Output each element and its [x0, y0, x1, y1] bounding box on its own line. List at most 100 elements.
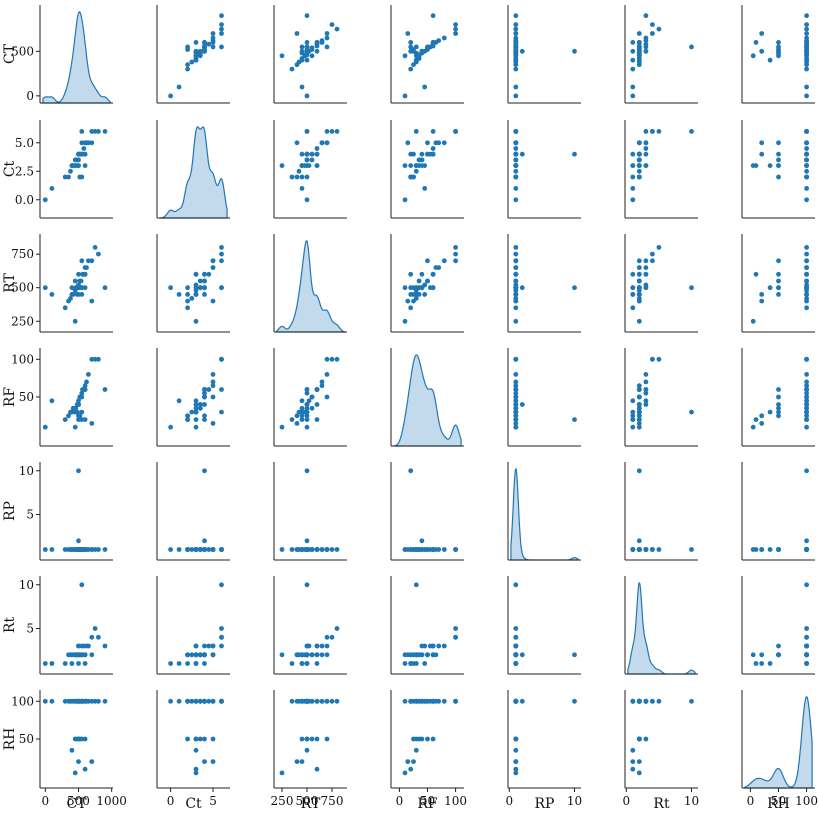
point-CT-RH-29: [776, 53, 781, 59]
point-RT-RH-21: [804, 258, 809, 264]
point-RH-CT-32: [69, 747, 75, 753]
point-RT-RF-1: [422, 292, 428, 297]
panel-RF-vs-Ct: [156, 348, 230, 447]
point-RF-Ct-33: [202, 413, 207, 419]
point-Ct-RF-19: [436, 140, 442, 146]
point-RT-RF-4: [413, 296, 419, 301]
point-CT-RT-30: [304, 40, 310, 45]
point-Ct-Rt-23: [650, 129, 655, 134]
point-RP-RF-31: [425, 547, 430, 552]
point-RH-RP-37: [519, 698, 525, 704]
point-CT-Rt-16: [643, 41, 649, 47]
point-Ct-RF-36: [402, 163, 408, 169]
point-RT-CT-28: [76, 271, 81, 277]
point-RH-RT-29: [309, 736, 315, 742]
xlabel-CT: CT: [66, 796, 87, 812]
point-Rt-CT-24: [102, 643, 108, 649]
point-CT-RF-39: [413, 44, 419, 50]
point-RH-Ct-28: [193, 736, 199, 742]
point-RF-Ct-20: [210, 372, 216, 377]
point-RF-Rt-33: [630, 413, 636, 419]
point-Rt-RT-35: [294, 652, 300, 658]
point-CT-RT-24: [304, 13, 310, 19]
point-Ct-RH-26: [776, 174, 781, 180]
kde-RP: [510, 467, 579, 561]
point-RP-Rt-36: [636, 547, 642, 552]
point-Ct-Rt-28: [643, 163, 649, 169]
point-RF-Rt-0: [630, 424, 636, 430]
xtick-label-RF-1: 50: [420, 794, 435, 808]
point-RF-Ct-30: [202, 387, 207, 392]
panel-Ct-vs-RF: [390, 120, 464, 219]
point-RT-Ct-17: [202, 271, 207, 277]
point-Ct-Rt-14: [643, 151, 649, 157]
point-RH-Rt-2: [630, 698, 636, 704]
point-CT-RP-35: [513, 31, 519, 36]
point-RF-Ct-11: [193, 398, 199, 404]
point-RF-Ct-16: [206, 387, 212, 392]
point-Rt-RH-35: [759, 652, 765, 658]
point-CT-RT-28: [314, 48, 320, 54]
panel-CT-vs-Ct: [156, 5, 230, 104]
ytick-label-RT-0: 250: [11, 314, 34, 328]
point-Ct-CT-3: [66, 174, 71, 180]
point-RH-RF-0: [402, 698, 408, 704]
point-RF-Ct-4: [189, 409, 195, 415]
point-RF-CT-25: [79, 417, 85, 422]
point-CT-RT-13: [309, 45, 315, 51]
point-Rt-CT-23: [96, 634, 101, 640]
point-RF-Rt-36: [636, 424, 642, 430]
point-Rt-RH-36: [750, 652, 756, 658]
point-RT-CT-29: [72, 278, 78, 284]
point-CT-RT-2: [289, 66, 295, 72]
kde-RT: [276, 240, 345, 333]
point-RT-RP-34: [513, 271, 519, 277]
kde-RH: [744, 696, 813, 789]
point-Ct-RP-35: [513, 140, 519, 146]
point-RT-CT-35: [89, 298, 95, 304]
xlabel-RT: RT: [301, 796, 321, 812]
point-RF-Rt-30: [636, 387, 642, 392]
point-RH-RP-36: [513, 770, 519, 776]
point-RF-RT-13: [309, 394, 315, 400]
point-RH-RT-13: [309, 698, 315, 704]
point-CT-RF-38: [408, 48, 414, 54]
point-RT-RH-29: [776, 278, 781, 284]
point-CT-RH-35: [759, 31, 765, 36]
point-RF-Rt-22: [656, 356, 662, 362]
point-Ct-RF-26: [411, 174, 416, 180]
point-RP-RH-38: [804, 468, 809, 474]
point-Rt-Ct-39: [219, 582, 224, 588]
panel-RT-vs-RP: [507, 234, 581, 333]
point-RF-RT-35: [294, 421, 300, 426]
point-RH-RF-36: [402, 770, 408, 776]
point-RH-Ct-33: [202, 759, 207, 764]
xlabel-Ct: Ct: [185, 796, 202, 812]
point-RH-Ct-29: [197, 736, 203, 742]
point-RP-Ct-38: [202, 468, 207, 474]
point-Ct-CT-23: [96, 129, 101, 134]
point-RT-RF-33: [411, 292, 416, 297]
point-Ct-RP-36: [513, 163, 519, 169]
point-RT-Ct-2: [185, 305, 191, 311]
point-RF-CT-19: [84, 379, 89, 385]
point-RH-Rt-31: [636, 736, 642, 742]
point-Rt-Ct-16: [206, 643, 212, 649]
point-Rt-RP-36: [513, 652, 519, 658]
point-RT-RF-31: [425, 258, 430, 264]
point-Rt-Ct-22: [219, 626, 224, 631]
point-RP-Ct-29: [197, 547, 203, 552]
point-CT-RT-25: [299, 44, 305, 50]
panel-RT-vs-RF: [390, 234, 464, 333]
point-RF-RT-19: [319, 379, 325, 385]
point-RT-CT-34: [82, 271, 88, 277]
panel-Rt-vs-Rt: [624, 576, 698, 675]
ylabel-RP: RP: [2, 501, 18, 521]
point-RF-Rt-24: [643, 387, 649, 392]
point-RF-RP-19: [513, 379, 519, 385]
point-RP-CT-37: [76, 538, 81, 544]
point-RT-Rt-32: [630, 285, 636, 291]
point-RF-Rt-14: [643, 390, 649, 396]
point-RP-RT-19: [319, 547, 325, 552]
point-RF-CT-36: [72, 424, 78, 430]
